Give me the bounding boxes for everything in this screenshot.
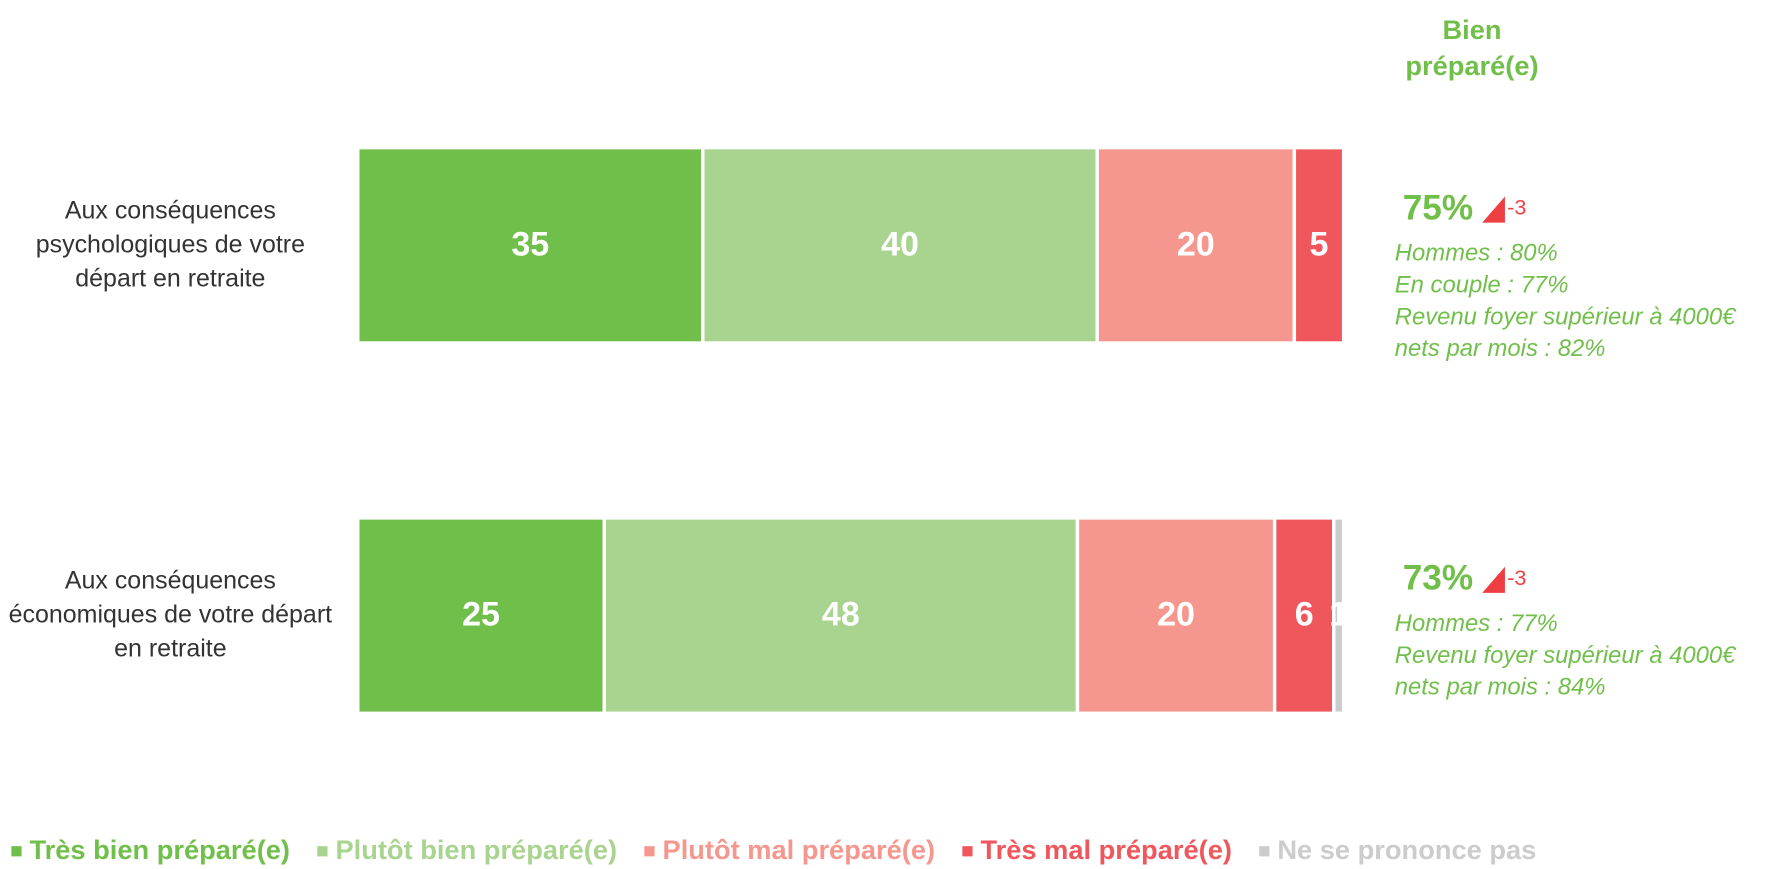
value-label: 48 <box>822 596 860 634</box>
summary-total: 75% <box>1403 188 1473 227</box>
value-label: 25 <box>462 596 500 634</box>
category-label: Aux conséquences psychologiques de votre d… <box>36 196 305 292</box>
legend-swatch <box>317 846 328 857</box>
value-label: 20 <box>1157 596 1195 634</box>
bar-segment <box>602 516 1080 715</box>
summary-detail: Hommes : 77% <box>1395 610 1558 637</box>
legend-label: Très bien préparé(e) <box>30 834 291 865</box>
value-label: 1 <box>1329 596 1348 634</box>
bar-segment <box>356 145 705 345</box>
bar-segment <box>1332 516 1346 715</box>
summary-detail: En couple : 77% <box>1395 272 1569 299</box>
legend-swatch <box>962 846 973 857</box>
legend-swatch <box>644 846 655 857</box>
summary-detail: nets par mois : 82% <box>1395 335 1606 362</box>
summary-detail: Revenu foyer supérieur à 4000€ <box>1395 303 1737 330</box>
chart-body: Bien préparé(e) Aux conséquences psycholog… <box>9 14 1738 865</box>
legend-label: Plutôt bien préparé(e) <box>335 834 617 865</box>
legend-label: Très mal préparé(e) <box>981 834 1232 865</box>
legend-swatch <box>11 846 22 857</box>
summary-detail: Revenu foyer supérieur à 4000€ <box>1395 642 1737 669</box>
value-label: 6 <box>1295 596 1314 634</box>
category-label: Aux conséquences économiques de votre dép… <box>9 566 332 662</box>
change-triangle <box>1482 196 1505 223</box>
summary-detail: Hommes : 80% <box>1395 240 1558 267</box>
summary-change: -3 <box>1507 565 1526 590</box>
value-label: 35 <box>511 225 549 263</box>
bar-segment <box>701 145 1099 345</box>
summary-change: -3 <box>1507 195 1526 220</box>
bar-segment <box>1075 516 1277 715</box>
bar-segment <box>1095 145 1297 345</box>
change-triangle <box>1482 566 1505 593</box>
bar-segment <box>1292 145 1346 345</box>
value-label: 20 <box>1177 225 1215 263</box>
summary-total: 73% <box>1403 559 1473 598</box>
value-label: 40 <box>881 225 919 263</box>
legend-label: Plutôt mal préparé(e) <box>663 834 936 865</box>
bar-segment <box>356 516 606 715</box>
summary-header: Bien préparé(e) <box>1405 14 1538 81</box>
legend-label: Ne se prononce pas <box>1277 834 1536 865</box>
legend-swatch <box>1259 846 1270 857</box>
value-label: 5 <box>1310 225 1329 263</box>
bar-segment <box>1272 516 1336 715</box>
summary-detail: nets par mois : 84% <box>1395 674 1606 701</box>
